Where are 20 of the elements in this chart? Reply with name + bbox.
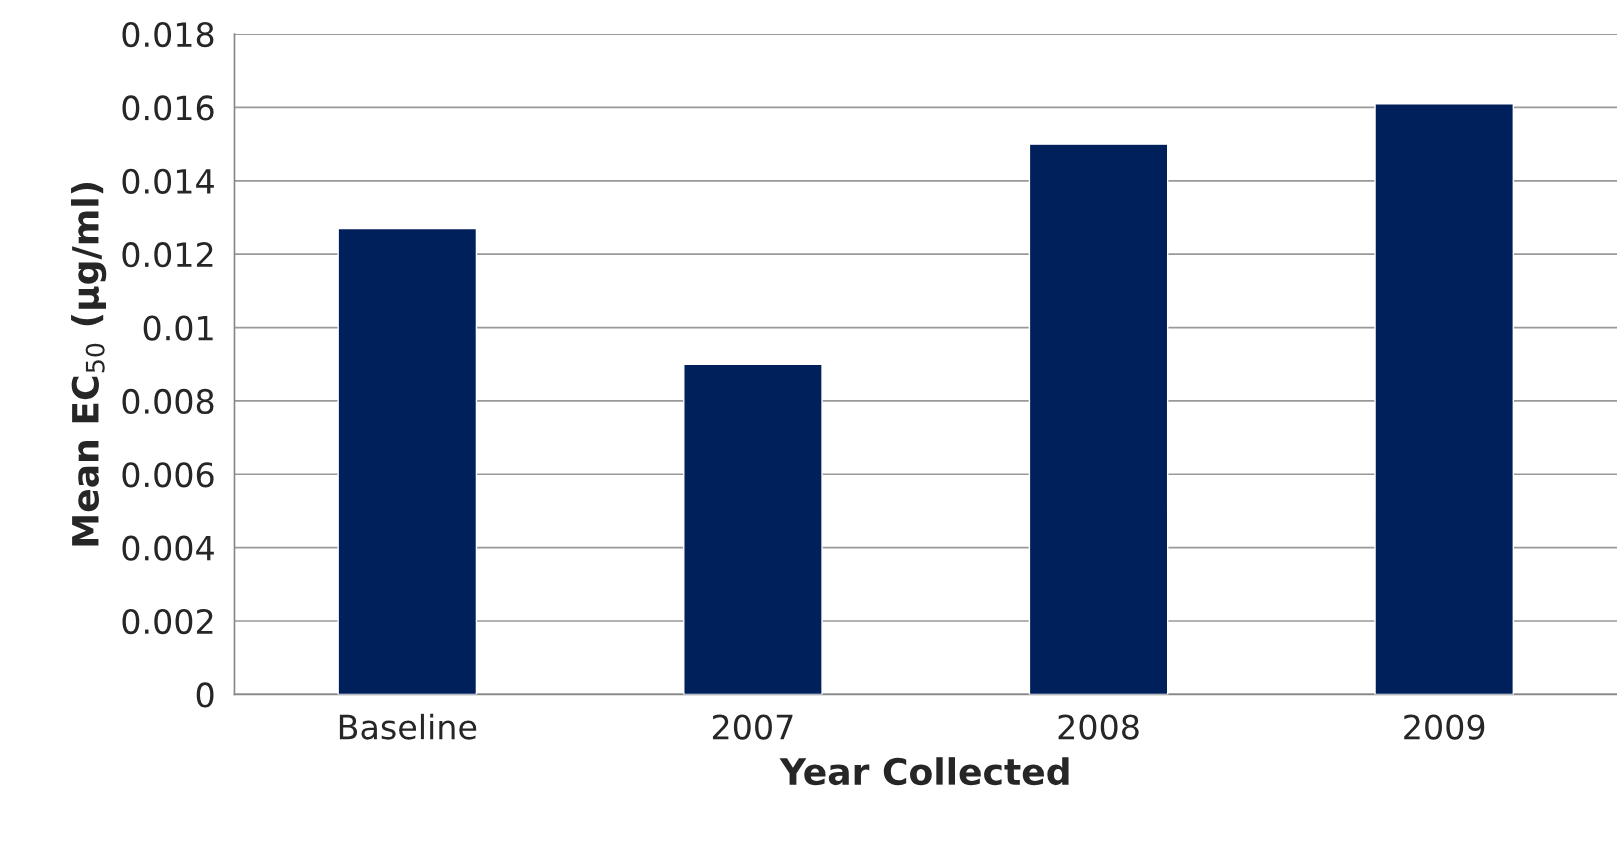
x-tick-label: 2007 (712, 714, 793, 740)
y-tick-label: 0.018 (122, 22, 214, 48)
y-tick-label: 0.006 (122, 462, 214, 488)
x-tick-label: 2008 (1058, 714, 1139, 740)
y-tick-label: 0.002 (122, 608, 213, 635)
y-tick-label: 0.012 (122, 242, 213, 268)
y-tick-label: 0.014 (122, 168, 214, 194)
bar (1374, 103, 1515, 695)
bar (337, 227, 478, 695)
y-tick-label: 0.016 (122, 95, 214, 121)
y-tick-label: 0 (196, 682, 214, 708)
x-tick-label: 2009 (1404, 714, 1485, 740)
bar (1028, 143, 1169, 695)
x-tick-label: Baseline (339, 713, 477, 740)
y-tick-label: 0.01 (143, 315, 213, 341)
y-tick-label: 0.004 (122, 535, 214, 561)
y-axis-title: Mean EC$_{50}$ (µg/ml) (71, 182, 107, 546)
x-axis-title: Year Collected (779, 757, 1069, 786)
bar (683, 363, 823, 695)
y-tick-label: 0.008 (122, 388, 214, 415)
